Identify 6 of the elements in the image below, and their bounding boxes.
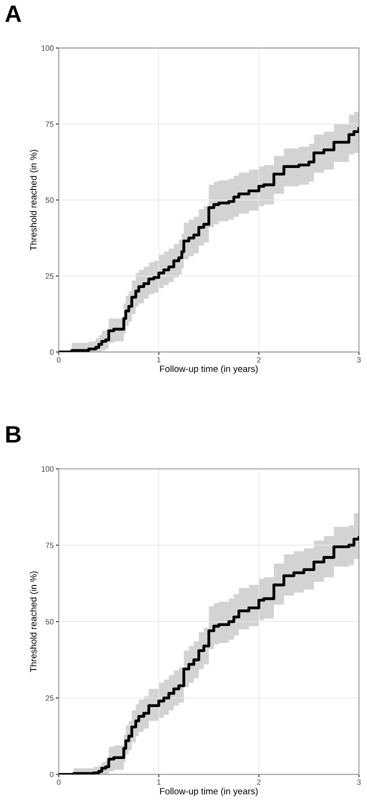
y-axis-title: Threshold reached (in %): [30, 571, 38, 672]
x-axis-title: Follow-up time (in years): [160, 788, 258, 796]
chart-title: B: [6, 426, 21, 443]
chart-title: A: [5, 6, 22, 22]
y-axis-title: Threshold reached (in %): [30, 150, 38, 250]
x-axis-title: Follow-up time (in years): [160, 365, 258, 374]
